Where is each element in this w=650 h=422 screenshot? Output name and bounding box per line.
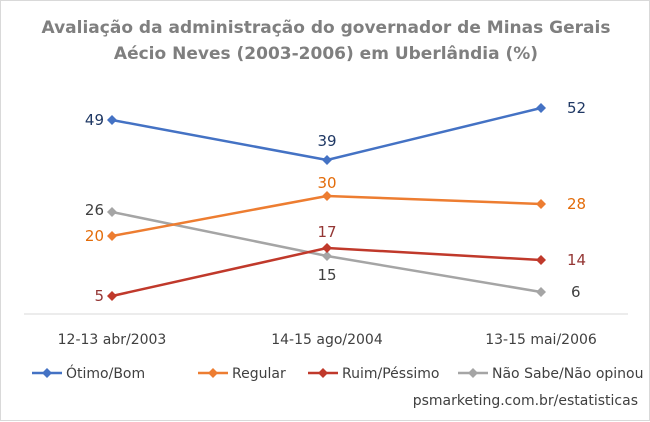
x-tick-label-1: 12-13 abr/2003 — [58, 332, 167, 348]
data-label-regular-3: 28 — [567, 195, 586, 213]
data-point-regular-1 — [107, 231, 117, 241]
x-tick-label-2: 14-15 ago/2004 — [271, 332, 383, 348]
data-label-regular-2: 30 — [317, 174, 336, 192]
legend-label-nao-sabe-nao-opinou: Não Sabe/Não opinou — [492, 366, 643, 382]
legend: Ótimo/Bom Regular Ruim/Péssimo Não Sabe/Não… — [32, 364, 643, 382]
data-point-nao-sabe-nao-opinou-2 — [322, 251, 332, 261]
chart-title-line-2: Aécio Neves (2003-2006) em Uberlândia (%… — [114, 44, 538, 64]
data-label-ruim-pessimo-3: 14 — [567, 251, 586, 269]
data-label-nao-sabe-nao-opinou-1: 26 — [85, 201, 104, 219]
legend-label-otimo-bom: Ótimo/Bom — [66, 364, 145, 382]
data-label-otimo-bom-1: 49 — [85, 111, 104, 129]
data-label-regular-1: 20 — [85, 227, 104, 245]
data-point-otimo-bom-1 — [107, 115, 117, 125]
data-point-nao-sabe-nao-opinou-3 — [536, 287, 546, 297]
legend-label-ruim-pessimo: Ruim/Péssimo — [342, 366, 439, 382]
data-point-ruim-pessimo-3 — [536, 255, 546, 265]
data-label-nao-sabe-nao-opinou-3: 6 — [571, 283, 581, 301]
source-text: psmarketing.com.br/estatisticas — [413, 393, 638, 409]
data-label-otimo-bom-3: 52 — [567, 99, 586, 117]
legend-marker-otimo-bom — [42, 368, 52, 378]
data-point-regular-3 — [536, 199, 546, 209]
data-label-ruim-pessimo-1: 5 — [94, 287, 104, 305]
data-label-otimo-bom-2: 39 — [317, 132, 336, 150]
legend-marker-regular — [208, 368, 218, 378]
data-point-regular-2 — [322, 191, 332, 201]
x-tick-label-3: 13-15 mai/2006 — [485, 332, 597, 348]
data-point-otimo-bom-3 — [536, 103, 546, 113]
legend-marker-nao-sabe-nao-opinou — [468, 368, 478, 378]
legend-label-regular: Regular — [232, 366, 286, 382]
data-point-nao-sabe-nao-opinou-1 — [107, 207, 117, 217]
data-label-layer: 26 15 6 5 17 14 20 30 28 49 39 52 — [85, 99, 586, 305]
chart-title-line-1: Avaliação da administração do governador… — [42, 18, 611, 38]
data-point-ruim-pessimo-2 — [322, 243, 332, 253]
data-label-ruim-pessimo-2: 17 — [317, 223, 336, 241]
data-point-ruim-pessimo-1 — [107, 291, 117, 301]
data-label-nao-sabe-nao-opinou-2: 15 — [317, 266, 336, 284]
legend-marker-ruim-pessimo — [318, 368, 328, 378]
data-point-otimo-bom-2 — [322, 155, 332, 165]
series-layer — [107, 103, 546, 301]
